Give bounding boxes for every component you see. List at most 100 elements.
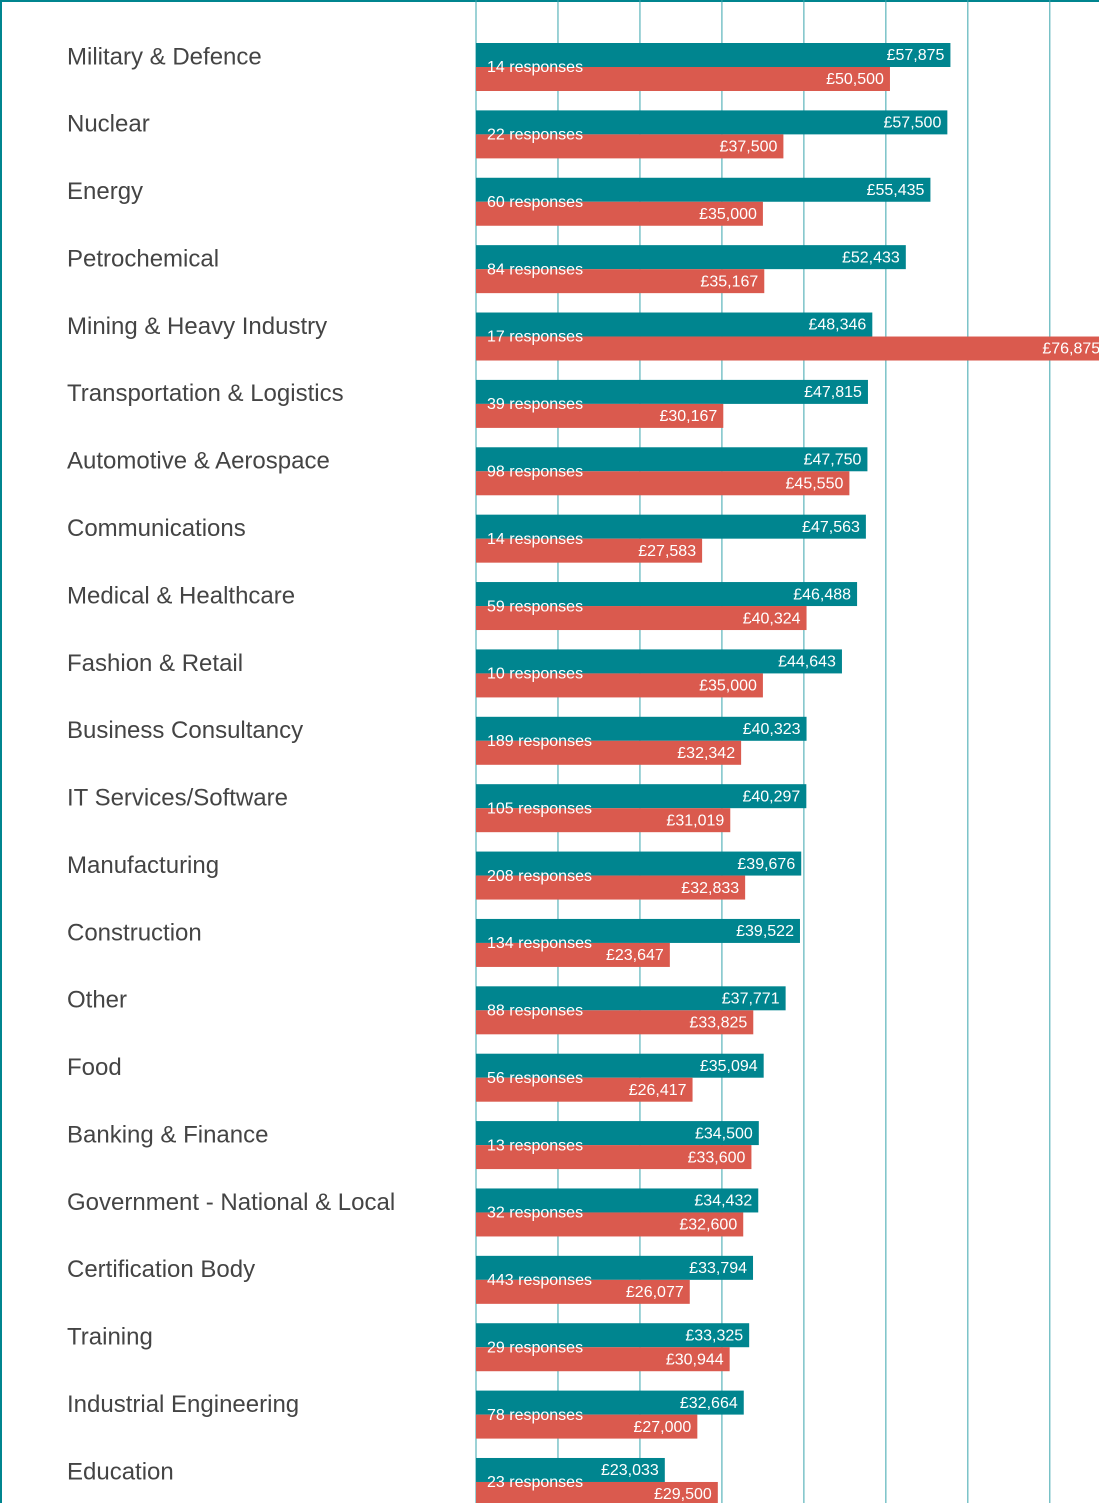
bar bbox=[476, 1481, 718, 1503]
bar bbox=[476, 918, 800, 943]
bar bbox=[476, 740, 742, 765]
category-label: Manufacturing bbox=[67, 852, 219, 879]
bar bbox=[476, 875, 746, 900]
value-label: £35,000 bbox=[699, 678, 757, 695]
value-label: £52,433 bbox=[842, 249, 900, 266]
value-label: £57,500 bbox=[884, 115, 942, 132]
category-label: Business Consultancy bbox=[67, 717, 303, 744]
value-label: £34,432 bbox=[694, 1193, 752, 1210]
response-label: 134 responses bbox=[487, 935, 592, 952]
response-label: 22 responses bbox=[487, 127, 583, 144]
value-label: £40,297 bbox=[742, 788, 800, 805]
response-label: 13 responses bbox=[487, 1137, 583, 1154]
bar bbox=[476, 851, 802, 876]
value-label: £30,167 bbox=[659, 408, 717, 425]
bar bbox=[476, 1145, 752, 1170]
bar bbox=[476, 1279, 690, 1304]
value-label: £32,342 bbox=[677, 745, 735, 762]
value-label: £55,435 bbox=[867, 182, 925, 199]
bar bbox=[476, 336, 1099, 361]
value-label: £26,077 bbox=[626, 1284, 684, 1301]
bar bbox=[476, 538, 703, 563]
value-label: £44,643 bbox=[778, 654, 836, 671]
bar bbox=[476, 1077, 693, 1102]
bar bbox=[476, 1121, 759, 1146]
category-label: Fashion & Retail bbox=[67, 650, 243, 677]
value-label: £39,522 bbox=[736, 923, 794, 940]
bar bbox=[476, 134, 784, 159]
response-label: 98 responses bbox=[487, 463, 583, 480]
value-label: £45,550 bbox=[786, 475, 844, 492]
bar bbox=[476, 312, 873, 337]
value-label: £27,583 bbox=[638, 543, 696, 560]
response-label: 84 responses bbox=[487, 261, 583, 278]
category-label: Energy bbox=[67, 178, 143, 205]
value-label: £47,815 bbox=[804, 384, 862, 401]
category-label: Education bbox=[67, 1458, 174, 1485]
category-label: Industrial Engineering bbox=[67, 1391, 299, 1418]
category-label: Mining & Heavy Industry bbox=[67, 313, 327, 340]
value-label: £46,488 bbox=[793, 586, 851, 603]
response-label: 208 responses bbox=[487, 868, 592, 885]
value-label: £23,033 bbox=[601, 1462, 659, 1479]
value-label: £26,417 bbox=[629, 1082, 687, 1099]
bar bbox=[476, 177, 931, 202]
value-label: £39,676 bbox=[737, 856, 795, 873]
value-label: £32,664 bbox=[680, 1395, 738, 1412]
value-label: £37,771 bbox=[722, 991, 780, 1008]
bar bbox=[476, 447, 868, 472]
category-label: Banking & Finance bbox=[67, 1121, 268, 1148]
response-label: 17 responses bbox=[487, 329, 583, 346]
response-label: 56 responses bbox=[487, 1070, 583, 1087]
value-label: £33,325 bbox=[685, 1327, 743, 1344]
response-label: 105 responses bbox=[487, 800, 592, 817]
category-label: Nuclear bbox=[67, 111, 150, 138]
value-label: £37,500 bbox=[720, 139, 778, 156]
value-label: £32,600 bbox=[679, 1217, 737, 1234]
value-label: £33,794 bbox=[689, 1260, 747, 1277]
response-label: 10 responses bbox=[487, 666, 583, 683]
bar bbox=[476, 379, 868, 404]
response-label: 60 responses bbox=[487, 194, 583, 211]
bar bbox=[476, 43, 951, 67]
value-label: £47,563 bbox=[802, 519, 860, 536]
value-label: £76,875 bbox=[1042, 341, 1099, 358]
bar bbox=[476, 986, 786, 1011]
bar bbox=[476, 1323, 750, 1348]
bar bbox=[476, 808, 731, 833]
value-label: £32,833 bbox=[681, 880, 739, 897]
value-label: £47,750 bbox=[804, 451, 862, 468]
category-label: Other bbox=[67, 987, 127, 1014]
bar bbox=[476, 649, 842, 674]
bar bbox=[476, 1188, 759, 1213]
bar bbox=[476, 403, 724, 428]
bar bbox=[476, 942, 670, 967]
category-label: Military & Defence bbox=[67, 43, 262, 70]
category-label: Automotive & Aerospace bbox=[67, 448, 330, 475]
bar bbox=[476, 784, 807, 809]
value-label: £33,600 bbox=[688, 1149, 746, 1166]
category-label: Transportation & Logistics bbox=[67, 380, 344, 407]
value-label: £35,000 bbox=[699, 206, 757, 223]
value-label: £57,875 bbox=[887, 47, 945, 64]
value-label: £35,094 bbox=[700, 1058, 758, 1075]
bar bbox=[476, 673, 763, 698]
category-label: Petrochemical bbox=[67, 245, 219, 272]
value-label: £48,346 bbox=[808, 317, 866, 334]
category-label: Food bbox=[67, 1054, 122, 1081]
value-label: £40,323 bbox=[743, 721, 801, 738]
value-label: £34,500 bbox=[695, 1125, 753, 1142]
bar bbox=[476, 1414, 698, 1439]
bar bbox=[476, 606, 807, 631]
category-label: IT Services/Software bbox=[67, 785, 288, 812]
value-label: £31,019 bbox=[666, 812, 724, 829]
bar bbox=[476, 110, 948, 135]
response-label: 29 responses bbox=[487, 1339, 583, 1356]
bar bbox=[476, 1053, 764, 1078]
category-label: Communications bbox=[67, 515, 246, 542]
response-label: 32 responses bbox=[487, 1205, 583, 1222]
response-label: 39 responses bbox=[487, 396, 583, 413]
bar bbox=[476, 471, 850, 496]
